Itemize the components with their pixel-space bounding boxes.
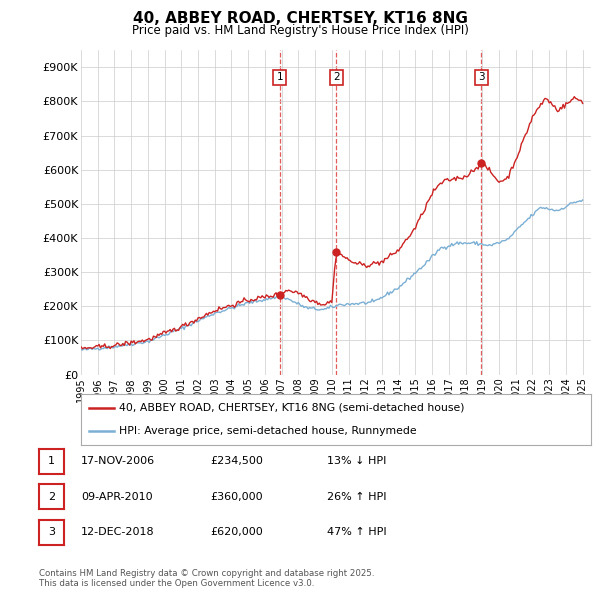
Text: 47% ↑ HPI: 47% ↑ HPI [327, 527, 386, 537]
Text: Contains HM Land Registry data © Crown copyright and database right 2025.
This d: Contains HM Land Registry data © Crown c… [39, 569, 374, 588]
Text: 3: 3 [48, 527, 55, 537]
Text: 1: 1 [277, 73, 283, 83]
Text: 2: 2 [333, 73, 340, 83]
Text: 2: 2 [48, 492, 55, 502]
Text: Price paid vs. HM Land Registry's House Price Index (HPI): Price paid vs. HM Land Registry's House … [131, 24, 469, 37]
Text: 09-APR-2010: 09-APR-2010 [81, 492, 152, 502]
Text: 26% ↑ HPI: 26% ↑ HPI [327, 492, 386, 502]
Text: 17-NOV-2006: 17-NOV-2006 [81, 457, 155, 466]
Text: £360,000: £360,000 [210, 492, 263, 502]
Text: 12-DEC-2018: 12-DEC-2018 [81, 527, 155, 537]
Text: HPI: Average price, semi-detached house, Runnymede: HPI: Average price, semi-detached house,… [119, 427, 417, 437]
Text: 3: 3 [478, 73, 485, 83]
Text: 13% ↓ HPI: 13% ↓ HPI [327, 457, 386, 466]
Text: 40, ABBEY ROAD, CHERTSEY, KT16 8NG: 40, ABBEY ROAD, CHERTSEY, KT16 8NG [133, 11, 467, 25]
Text: 40, ABBEY ROAD, CHERTSEY, KT16 8NG (semi-detached house): 40, ABBEY ROAD, CHERTSEY, KT16 8NG (semi… [119, 402, 465, 412]
Text: 1: 1 [48, 457, 55, 466]
Text: £620,000: £620,000 [210, 527, 263, 537]
Text: £234,500: £234,500 [210, 457, 263, 466]
